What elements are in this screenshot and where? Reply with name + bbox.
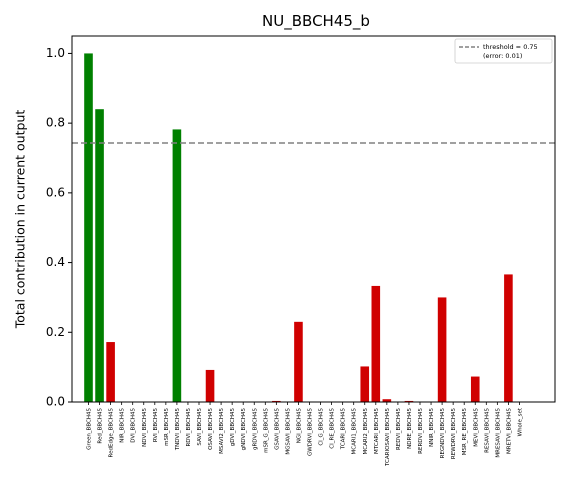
x-tick-label: MRESAVI_BBCH45	[495, 408, 501, 458]
bar-26	[371, 285, 381, 402]
x-tick-label: CI_RE_BBCH45	[330, 408, 336, 449]
x-tick-label: SAVI_BBCH45	[197, 408, 203, 446]
bar-27	[382, 399, 392, 402]
bar-1	[95, 109, 104, 402]
bar-19	[294, 321, 303, 402]
x-tick-label: RedEdge_BBCH45	[109, 408, 115, 458]
bar-29	[404, 400, 414, 402]
y-tick-label: 0.0	[46, 395, 65, 409]
bar-32	[437, 297, 447, 402]
bars-group	[84, 53, 513, 403]
x-tick-label: MCARI2_BBCH45	[363, 408, 369, 455]
x-axis: Green_BBCH45 Red_BBCH45 RedEdge_BBCH45 NIR_…	[87, 402, 523, 467]
x-tick-label: Whole_set	[517, 407, 523, 436]
legend-label-threshold: threshold = 0.75	[483, 43, 538, 51]
x-tick-label: MTCARI_BBCH45	[374, 408, 380, 455]
x-tick-label: mSR_G_BBCH45	[263, 408, 269, 453]
x-tick-label: RVI_BBCH45	[153, 408, 159, 443]
bar-17	[272, 400, 281, 402]
x-tick-label: OSAVI_BBCH45	[208, 408, 214, 450]
x-tick-label: TNDVI_BBCH45	[175, 408, 181, 452]
x-tick-label: Red_BBCH45	[98, 408, 104, 444]
x-tick-label: TCARI_BBCH45	[341, 408, 347, 451]
y-tick-label: 0.6	[46, 185, 65, 199]
bar-35	[470, 376, 480, 402]
x-tick-label: NNIR_BBCH45	[429, 408, 435, 447]
x-tick-label: RESAVI_BBCH45	[484, 407, 490, 452]
x-tick-label: GWDRVI_BBCH45	[308, 408, 314, 457]
bar-25	[360, 366, 370, 402]
x-tick-label: CI_G_BBCH45	[319, 408, 325, 446]
x-tick-label: REDVI_BBCH45	[396, 408, 402, 450]
y-tick-label: 0.4	[46, 255, 65, 269]
bar-11	[205, 369, 215, 402]
y-tick-label: 1.0	[46, 46, 65, 60]
x-tick-label: MCARI1_BBCH45	[352, 408, 358, 455]
legend-label-error: (error: 0.01)	[483, 52, 522, 60]
y-axis-label: Total contribution in current output	[13, 110, 28, 330]
x-tick-label: DVI_BBCH45	[131, 408, 137, 443]
x-tick-label: NDVI_BBCH45	[142, 408, 148, 447]
x-tick-label: mSR_BBCH45	[164, 408, 170, 446]
x-tick-label: RDVI_BBCH45	[186, 408, 192, 447]
bar-38	[504, 274, 513, 402]
y-tick-label: 0.8	[46, 116, 65, 130]
bar-0	[84, 53, 93, 403]
x-tick-label: NDRE_BBCH45	[407, 408, 413, 449]
x-tick-label: MSAVI2_BBCH45	[219, 408, 225, 454]
x-tick-label: REWDRVI_BBCH45	[451, 408, 457, 460]
x-tick-label: REGNDVI_BBCH45	[440, 408, 446, 459]
y-axis: 0.0 0.2 0.4 0.6 0.8 1.0	[46, 46, 72, 409]
x-tick-label: Green_BBCH45	[87, 408, 93, 450]
legend-box	[454, 38, 553, 64]
x-tick-label: MSR_RE_BBCH45	[462, 408, 468, 456]
x-tick-label: MRETVI_BBCH45	[506, 408, 512, 454]
chart-title: NU_BBCH45_b	[262, 12, 370, 31]
x-tick-label: gRDVI_BBCH45	[252, 408, 258, 451]
x-tick-label: gDVI_BBCH45	[230, 408, 236, 447]
x-tick-label: MGSAVI_BBCH45	[285, 408, 291, 455]
y-tick-label: 0.2	[46, 325, 65, 339]
x-tick-label: NGI_BBCH45	[296, 408, 302, 444]
x-tick-label: RERDVI_BBCH45	[418, 408, 424, 454]
legend: threshold = 0.75 (error: 0.01)	[454, 38, 553, 64]
x-tick-label: MEVI_BBCH45	[473, 408, 479, 447]
x-tick-label: NIR_BBCH45	[120, 408, 126, 443]
bar-8	[172, 129, 182, 403]
plot-frame	[71, 35, 556, 403]
x-tick-label: TCARIOSAVI_BBCH45	[385, 408, 391, 467]
bar-2	[106, 342, 115, 402]
x-tick-label: GSAVI_BBCH45	[274, 408, 280, 450]
x-tick-label: gNDVI_BBCH45	[241, 408, 247, 451]
